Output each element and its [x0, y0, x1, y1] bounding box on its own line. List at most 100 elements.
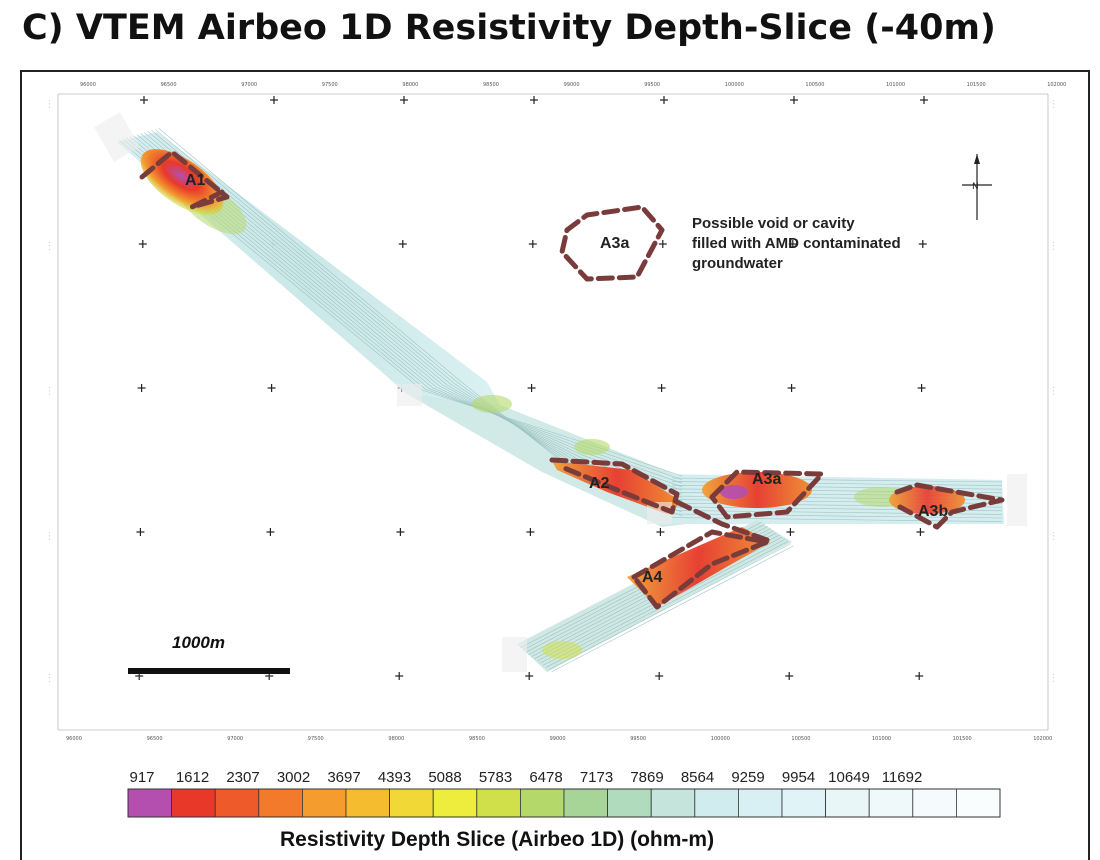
flight-line: [671, 510, 1003, 515]
grid-cross: [916, 528, 925, 536]
top-tick-label: 99500: [644, 82, 660, 88]
top-coordinate-ticks: 96000 96500 97000 97500 98000 98500 99000 99500…: [80, 82, 1066, 88]
bottom-tick-label: 99000: [550, 736, 566, 742]
legend-cell: [127, 788, 172, 818]
bottom-tick-label: 97500: [308, 736, 324, 742]
top-tick-label: 96500: [161, 82, 177, 88]
scale-bar-label: 1000m: [172, 633, 225, 652]
svg-text:· · ·: · · ·: [46, 532, 52, 540]
zone-label-a3b: A3b: [918, 503, 948, 520]
legend-value: 4393: [378, 769, 411, 786]
grid-cross: [920, 96, 928, 104]
legend-value: 7173: [580, 769, 613, 786]
zone-outline-a2: [549, 457, 680, 515]
zone-label-a3a: A3a: [752, 471, 781, 488]
svg-text:· · ·: · · ·: [1050, 100, 1056, 108]
grid-cross: [138, 240, 147, 248]
grid-cross: [656, 528, 665, 536]
top-tick-label: 97000: [241, 82, 257, 88]
grid-cross: [660, 96, 668, 104]
legend-value: 2307: [226, 769, 259, 786]
grid-cross: [786, 528, 795, 536]
legend-cell: [912, 788, 957, 818]
zone-label-a2: A2: [589, 475, 610, 492]
grid-cross: [526, 528, 535, 536]
map-canvas: 96000 96500 97000 97500 98000 98500 99000 99500…: [46, 82, 1066, 851]
top-tick-label: 97500: [322, 82, 338, 88]
legend-value: 3002: [277, 769, 310, 786]
bottom-tick-label: 98500: [469, 736, 485, 742]
svg-text:· · ·: · · ·: [1050, 532, 1056, 540]
legend-value: 5088: [428, 769, 461, 786]
top-tick-label: 100000: [725, 82, 744, 88]
grid-cross: [785, 672, 794, 680]
legend-value: 7869: [630, 769, 663, 786]
grid-cross: [525, 672, 534, 680]
legend-value: 11692: [882, 769, 923, 786]
legend-cell: [563, 788, 608, 818]
legend-value: 3697: [327, 769, 360, 786]
top-tick-label: 101000: [886, 82, 905, 88]
grid-cross: [267, 384, 276, 392]
legend-title: Resistivity Depth Slice (Airbeo 1D) (ohm…: [280, 828, 714, 851]
bottom-coordinate-ticks: 96000 96500 97000 97500 98000 98500 99000 99500…: [66, 736, 1052, 742]
grid-cross: [790, 96, 798, 104]
svg-text:· · ·: · · ·: [1050, 242, 1056, 250]
grid-cross: [266, 528, 275, 536]
zone-outline-a3b: [894, 482, 1005, 530]
grid-cross: [655, 672, 664, 680]
zone-label-a4: A4: [642, 569, 663, 586]
legend-value: 9954: [782, 769, 815, 786]
svg-text:· · ·: · · ·: [46, 242, 52, 250]
north-arrow: N: [962, 154, 992, 220]
legend-cell: [781, 788, 826, 818]
grid-cross: [915, 672, 924, 680]
legend-value: 10649: [828, 769, 870, 786]
bottom-tick-label: 102000: [1033, 736, 1052, 742]
svg-text:· · ·: · · ·: [1050, 674, 1056, 682]
svg-text:· · ·: · · ·: [46, 387, 52, 395]
legend-cell: [171, 788, 216, 818]
svg-text:· · ·: · · ·: [46, 674, 52, 682]
grid-cross: [137, 384, 146, 392]
map-frame: 96000 96500 97000 97500 98000 98500 99000 99500…: [20, 70, 1090, 860]
bottom-tick-label: 100000: [711, 736, 730, 742]
bottom-tick-label: 99500: [630, 736, 646, 742]
legend-value: 8564: [681, 769, 714, 786]
annotation-line-1: Possible void or cavity: [692, 215, 855, 232]
bottom-tick-label: 96000: [66, 736, 82, 742]
grid-cross: [395, 672, 404, 680]
void-annotation: Possible void or cavity filled with AMD …: [692, 215, 901, 272]
grid-cross: [530, 96, 538, 104]
north-arrow-label: N: [972, 182, 979, 192]
zone-outline-a1: [139, 149, 230, 210]
legend-cell: [825, 788, 870, 818]
zone-outline-a4: [631, 529, 770, 610]
zone-label-a1: A1: [185, 172, 206, 189]
page-title: C) VTEM Airbeo 1D Resistivity Depth-Slic…: [22, 8, 996, 48]
bottom-tick-label: 100500: [791, 736, 810, 742]
legend-color-bar: [127, 788, 1001, 818]
bottom-tick-label: 97000: [227, 736, 243, 742]
top-tick-label: 99000: [564, 82, 580, 88]
anomaly-outlines: [139, 149, 1005, 610]
survey-swath: [94, 112, 1027, 673]
grid-cross: [396, 528, 405, 536]
grid-cross: [528, 240, 537, 248]
bottom-tick-label: 101500: [953, 736, 972, 742]
legend-value: 917: [129, 769, 154, 786]
legend-cell: [214, 788, 260, 818]
legend-cell: [694, 788, 739, 818]
zone-outline-a3a-void: [559, 204, 665, 282]
flight-line: [545, 541, 789, 668]
top-tick-label: 101500: [967, 82, 986, 88]
legend: 917 1612 2307 3002 3697 4393 5088 5783 6478 7173 7…: [127, 769, 1001, 851]
legend-cell: [650, 788, 696, 818]
grid-cross: [527, 384, 536, 392]
top-tick-label: 102000: [1047, 82, 1066, 88]
legend-cell: [432, 788, 478, 818]
top-tick-label: 98500: [483, 82, 499, 88]
legend-value: 9259: [731, 769, 764, 786]
bottom-tick-label: 98000: [388, 736, 404, 742]
side-coordinate-ticks: · · · · · · · · · · · · · · · · · · · · …: [46, 100, 1056, 682]
